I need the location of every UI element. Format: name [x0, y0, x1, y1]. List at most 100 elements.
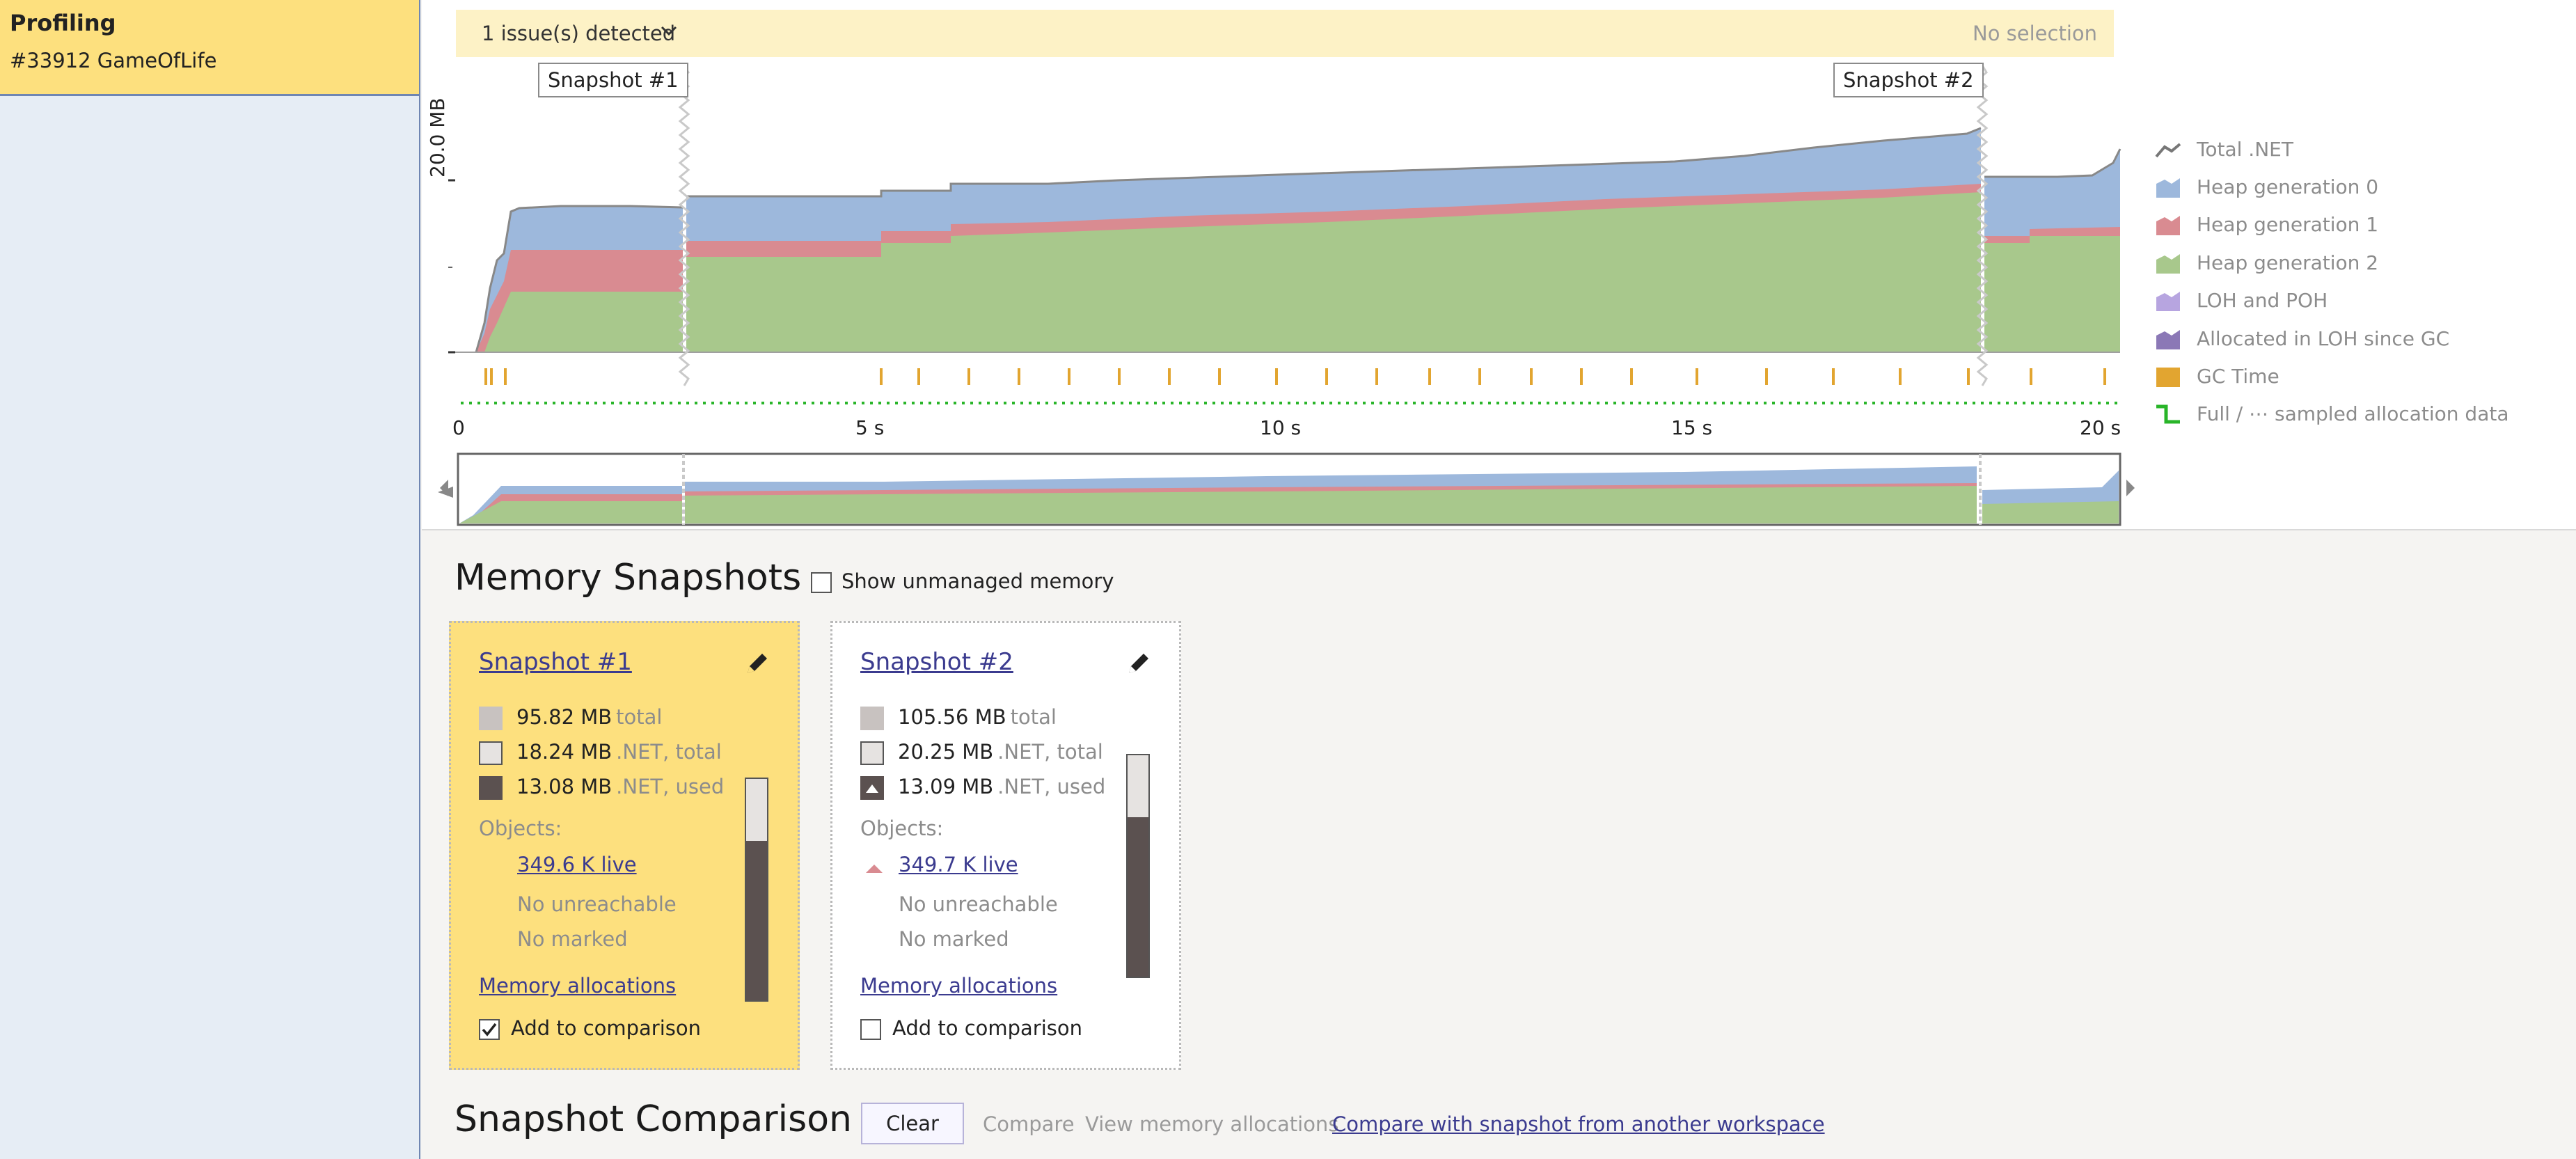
legend-label: Allocated in LOH since GC: [2197, 327, 2450, 350]
legend-item[interactable]: GC Time: [2155, 365, 2279, 388]
snapshot-card-2[interactable]: Snapshot #2 105.56 MB total 20.25 MB .NET,…: [830, 621, 1181, 1070]
legend-item[interactable]: Full / ⋯ sampled allocation data: [2155, 402, 2509, 426]
total-value: 95.82 MB: [516, 705, 613, 729]
net-used-memory: 13.09 MB .NET, used: [860, 775, 1105, 800]
chart-segment-2: [686, 127, 1982, 352]
chart-segment-3: [1984, 148, 2121, 352]
total-swatch: [860, 707, 884, 730]
chart-segment-1: [475, 205, 683, 353]
scroll-left-icon[interactable]: [437, 478, 451, 498]
memory-gauge: [1126, 754, 1150, 978]
net-total-label: .NET, total: [616, 740, 722, 764]
profiling-session-item[interactable]: Profiling #33912 GameOfLife: [0, 0, 419, 96]
scroll-right-icon[interactable]: [2124, 478, 2138, 498]
total-memory: 105.56 MB total: [860, 705, 1057, 730]
clear-button[interactable]: Clear: [861, 1103, 964, 1144]
memory-allocations-link[interactable]: Memory allocations: [860, 974, 1058, 998]
objects-label: Objects:: [860, 817, 944, 840]
triangle-up-icon: [866, 785, 878, 793]
total-swatch: [479, 707, 503, 730]
legend-label: Heap generation 0: [2197, 175, 2379, 198]
legend-label: Full / ⋯ sampled allocation data: [2197, 402, 2509, 425]
x-tick-label: 15 s: [1671, 416, 1713, 439]
add-to-comparison-label: Add to comparison: [892, 1016, 1083, 1040]
memory-allocations-link[interactable]: Memory allocations: [479, 974, 677, 998]
memory-gauge: [745, 778, 768, 1002]
legend-item[interactable]: Allocated in LOH since GC: [2155, 327, 2449, 351]
x-tick-label: 5 s: [855, 416, 885, 439]
snapshot-1-marker[interactable]: Snapshot #1: [538, 63, 688, 97]
net-total-swatch: [860, 741, 884, 765]
net-used-label: .NET, used: [997, 775, 1106, 798]
net-total-label: .NET, total: [997, 740, 1103, 764]
net-total-value: 20.25 MB: [898, 740, 994, 764]
total-label: total: [1010, 705, 1057, 729]
issues-bar[interactable]: [456, 10, 2114, 57]
net-total-value: 18.24 MB: [516, 740, 613, 764]
legend-item[interactable]: Heap generation 2: [2155, 251, 2378, 275]
legend-label: Heap generation 1: [2197, 213, 2379, 236]
net-used-fill: [1128, 817, 1148, 977]
snapshot-title-link[interactable]: Snapshot #2: [860, 648, 1013, 676]
snapshot-title-link[interactable]: Snapshot #1: [479, 648, 632, 676]
live-objects-link[interactable]: 349.7 K live: [899, 853, 1018, 876]
total-value: 105.56 MB: [898, 705, 1006, 729]
x-tick-label: 0: [452, 416, 465, 439]
net-used-value: 13.09 MB: [898, 775, 994, 798]
net-used-value: 13.08 MB: [516, 775, 613, 798]
timeline-overview[interactable]: [432, 451, 2144, 529]
net-used-fill: [746, 841, 767, 1000]
net-used-swatch: [860, 776, 884, 800]
total-label: total: [616, 705, 663, 729]
legend-item[interactable]: Heap generation 0: [2155, 175, 2378, 199]
session-subtitle: #33912 GameOfLife: [10, 49, 217, 72]
show-unmanaged-checkbox[interactable]: Show unmanaged memory: [811, 569, 1114, 593]
legend-item[interactable]: LOH and POH: [2155, 289, 2328, 313]
marked-status: No marked: [899, 927, 1009, 951]
legend-label: Total .NET: [2197, 138, 2293, 161]
marked-status: No marked: [517, 927, 628, 951]
objects-label: Objects:: [479, 817, 562, 840]
legend-item[interactable]: Total .NET: [2155, 138, 2293, 161]
net-total-swatch: [479, 741, 503, 765]
unreachable-status: No unreachable: [517, 892, 677, 916]
pencil-icon[interactable]: [743, 649, 771, 677]
compare-button[interactable]: Compare: [983, 1112, 1075, 1136]
snapshot-comparison-heading: Snapshot Comparison: [455, 1098, 852, 1140]
session-sidebar: Profiling #33912 GameOfLife: [0, 0, 420, 1159]
live-objects-link[interactable]: 349.6 K live: [517, 853, 637, 876]
checkbox-icon[interactable]: [811, 572, 832, 593]
net-total-memory: 18.24 MB .NET, total: [479, 740, 722, 765]
pencil-icon[interactable]: [1125, 649, 1153, 677]
increase-arrow-icon: [866, 865, 883, 873]
add-to-comparison-checkbox[interactable]: Add to comparison: [479, 1016, 701, 1040]
compare-other-workspace-link[interactable]: Compare with snapshot from another works…: [1332, 1112, 1825, 1136]
legend-label: LOH and POH: [2197, 289, 2328, 312]
net-total-memory: 20.25 MB .NET, total: [860, 740, 1103, 765]
x-tick-label: 20 s: [2080, 416, 2121, 439]
total-memory: 95.82 MB total: [479, 705, 662, 730]
x-tick-label: 10 s: [1260, 416, 1302, 439]
add-to-comparison-label: Add to comparison: [511, 1016, 702, 1040]
gc-time-markers: [484, 368, 2106, 385]
legend-label: Heap generation 2: [2197, 251, 2379, 274]
checkbox-checked-icon[interactable]: [479, 1019, 500, 1040]
legend-item[interactable]: Heap generation 1: [2155, 213, 2378, 237]
snapshot-card-1[interactable]: Snapshot #1 95.82 MB total 18.24 MB .NET, …: [449, 621, 800, 1070]
show-unmanaged-label: Show unmanaged memory: [841, 569, 1114, 593]
legend-label: GC Time: [2197, 365, 2279, 388]
snapshot-2-marker[interactable]: Snapshot #2: [1833, 63, 1984, 97]
chevron-down-icon[interactable]: [660, 24, 678, 42]
memory-chart[interactable]: [422, 58, 2162, 532]
unreachable-status: No unreachable: [899, 892, 1058, 916]
net-used-swatch: [479, 776, 503, 800]
memory-snapshots-heading: Memory Snapshots: [455, 557, 802, 599]
snapshot-1-divider: [678, 65, 690, 386]
snapshot-2-divider: [1976, 65, 1989, 386]
session-title: Profiling: [10, 10, 116, 36]
add-to-comparison-checkbox[interactable]: Add to comparison: [860, 1016, 1082, 1040]
issues-dropdown[interactable]: 1 issue(s) detected: [482, 22, 676, 45]
checkbox-icon[interactable]: [860, 1019, 881, 1040]
view-memory-allocations-button[interactable]: View memory allocations: [1085, 1112, 1339, 1136]
selection-status: No selection: [1973, 22, 2097, 45]
